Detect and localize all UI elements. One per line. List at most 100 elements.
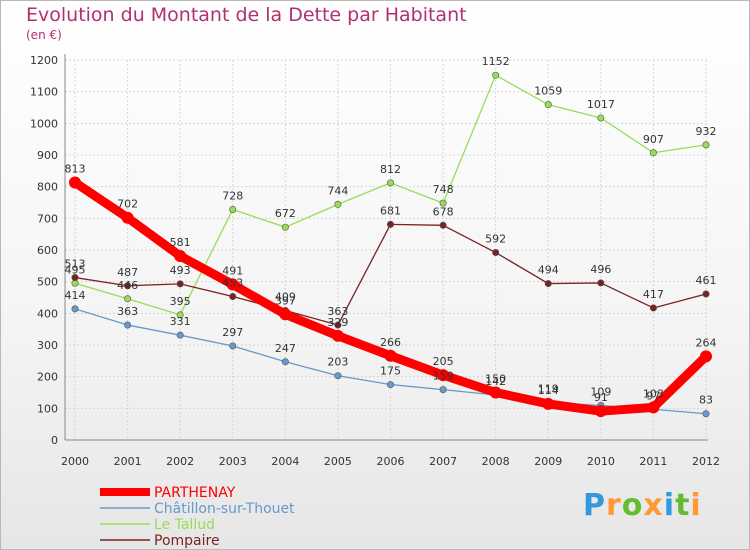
data-label: 205: [433, 355, 454, 368]
logo-letter: r: [606, 488, 622, 523]
data-label: 493: [170, 264, 191, 277]
data-label: 417: [643, 288, 664, 301]
data-label: 409: [275, 290, 296, 303]
data-label: 331: [170, 315, 191, 328]
y-tick-label: 1200: [30, 54, 58, 67]
x-tick-label: 2008: [482, 455, 510, 468]
series-point: [124, 295, 132, 303]
series-layer: [69, 71, 712, 418]
data-label: 453: [222, 277, 243, 290]
series-point: [71, 274, 79, 282]
x-tick-label: 2009: [534, 455, 562, 468]
y-tick-label: 200: [37, 371, 58, 384]
series-line-2: [74, 74, 707, 316]
y-tick-label: 100: [37, 402, 58, 415]
series-point: [647, 401, 660, 414]
series-point: [334, 372, 342, 380]
series-point: [176, 311, 184, 319]
series-point: [492, 249, 500, 257]
data-label: 748: [433, 183, 454, 196]
data-label: 397: [275, 294, 296, 307]
legend-label: Châtillon-sur-Thouet: [154, 501, 295, 517]
x-tick-label: 2010: [587, 455, 615, 468]
data-label: 363: [117, 305, 138, 318]
data-label: 932: [696, 125, 717, 138]
series-point: [281, 358, 289, 366]
data-label: 395: [170, 295, 191, 308]
series-point: [489, 386, 502, 399]
series-point: [229, 342, 237, 350]
data-label: 119: [538, 382, 559, 395]
logo-letter: i: [690, 488, 702, 523]
data-label: 114: [538, 384, 559, 397]
data-label: 744: [327, 184, 348, 197]
logo-letter: x: [643, 488, 664, 523]
series-point: [226, 278, 239, 291]
series-point: [594, 405, 607, 418]
series-point: [649, 149, 657, 157]
axes: 0 100 200 300 400 500 600 700 800 900 1000 1100 1200…: [30, 54, 720, 468]
data-label: 813: [65, 163, 86, 176]
series-point: [437, 369, 450, 382]
x-tick-label: 2005: [324, 455, 352, 468]
y-tick-label: 0: [51, 434, 58, 447]
chart-subtitle: (en €): [26, 28, 62, 42]
data-label: 812: [380, 163, 401, 176]
series-point: [439, 221, 447, 229]
x-tick-label: 2011: [639, 455, 667, 468]
data-label: 103: [643, 387, 664, 400]
y-tick-label: 900: [37, 149, 58, 162]
series-point: [124, 282, 132, 290]
y-tick-label: 1100: [30, 86, 58, 99]
x-tick-label: 2007: [429, 455, 457, 468]
x-tick-label: 2012: [692, 455, 720, 468]
series-point: [544, 280, 552, 288]
data-label: 1059: [534, 85, 562, 98]
series-point: [384, 349, 397, 362]
x-tick-label: 2004: [271, 455, 299, 468]
data-label: 297: [222, 326, 243, 339]
data-label: 678: [433, 205, 454, 218]
series-point: [439, 386, 447, 394]
logo-letter: o: [621, 488, 644, 523]
series-point: [69, 176, 81, 189]
series-point: [702, 290, 710, 298]
data-label: 142: [485, 375, 506, 388]
data-label: 203: [327, 356, 348, 369]
y-tick-label: 1000: [30, 117, 58, 130]
data-label: 496: [590, 263, 611, 276]
series-point: [597, 279, 605, 287]
data-label: 513: [65, 258, 86, 271]
data-label: 446: [117, 279, 138, 292]
series-point: [386, 220, 394, 228]
data-label: 414: [65, 289, 86, 302]
legend-label: Pompaire: [154, 533, 220, 549]
series-point: [542, 397, 555, 410]
data-label: 702: [117, 198, 138, 211]
data-label: 266: [380, 336, 401, 349]
series-point: [386, 381, 394, 389]
series-point: [702, 141, 710, 149]
grid: [65, 59, 708, 441]
data-label: 91: [594, 391, 608, 404]
data-label: 363: [327, 305, 348, 318]
data-label: 97: [646, 389, 660, 402]
series-point: [492, 71, 500, 79]
series-point: [176, 331, 184, 339]
logo-letter: t: [675, 488, 691, 523]
logo-letter: P: [583, 488, 606, 523]
series-point: [124, 321, 132, 329]
x-tick-label: 2000: [61, 455, 89, 468]
data-label: 907: [643, 133, 664, 146]
y-tick-label: 700: [37, 212, 58, 225]
series-point: [702, 410, 710, 418]
y-tick-label: 800: [37, 181, 58, 194]
data-label: 487: [117, 266, 138, 279]
series-point: [229, 205, 237, 213]
y-tick-label: 600: [37, 244, 58, 257]
data-label: 681: [380, 204, 401, 217]
series-point: [176, 280, 184, 288]
series-point: [700, 350, 712, 363]
data-label: 159: [433, 370, 454, 383]
